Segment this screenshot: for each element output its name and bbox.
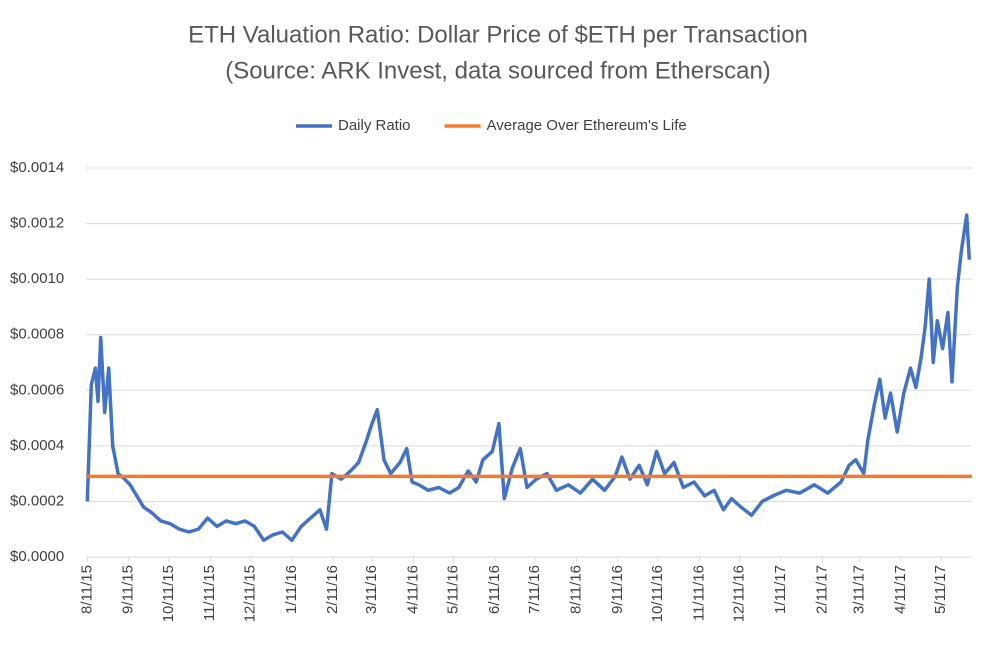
x-tick-label: 12/11/16 [730, 565, 747, 622]
x-tick-label: 2/11/17 [813, 565, 830, 614]
y-tick-label: $0.0014 [10, 159, 64, 176]
x-tick-label: 10/11/16 [649, 565, 666, 622]
y-tick-label: $0.0010 [10, 270, 64, 287]
x-tick-label: 11/11/16 [690, 565, 707, 621]
y-tick-label: $0.0008 [10, 326, 64, 343]
x-tick-label: 5/11/16 [444, 565, 461, 614]
x-tick-label: 11/11/15 [201, 565, 218, 621]
x-tick-label: 9/11/16 [609, 565, 626, 614]
x-tick-label: 1/11/16 [283, 565, 300, 614]
x-tick-label: 12/11/15 [241, 565, 258, 622]
chart-title: ETH Valuation Ratio: Dollar Price of $ET… [188, 21, 808, 48]
x-tick-label: 9/11/15 [120, 565, 137, 614]
x-tick-label: 4/11/16 [404, 565, 421, 614]
x-tick-label: 7/11/16 [526, 565, 543, 614]
x-tick-label: 5/11/17 [932, 565, 949, 614]
x-tick-label: 1/11/17 [772, 565, 789, 614]
y-tick-label: $0.0012 [10, 215, 64, 232]
y-tick-label: $0.0006 [10, 381, 64, 398]
y-tick-label: $0.0004 [10, 437, 64, 454]
legend-label: Daily Ratio [338, 117, 411, 134]
x-tick-label: 6/11/16 [486, 565, 503, 614]
data-line [85, 213, 972, 543]
x-tick-label: 8/11/15 [78, 565, 95, 614]
y-tick-label: $0.0000 [10, 548, 64, 565]
chart-subtitle: (Source: ARK Invest, data sourced from E… [225, 57, 771, 84]
legend-label: Average Over Ethereum's Life [487, 117, 687, 134]
x-tick-label: 10/11/15 [160, 565, 177, 622]
x-tick-label: 3/11/17 [851, 565, 868, 614]
x-tick-label: 2/11/16 [324, 565, 341, 614]
x-tick-label: 8/11/16 [567, 565, 584, 614]
y-tick-label: $0.0002 [10, 492, 64, 509]
x-tick-label: 3/11/16 [363, 565, 380, 614]
x-tick-label: 4/11/17 [892, 565, 909, 614]
